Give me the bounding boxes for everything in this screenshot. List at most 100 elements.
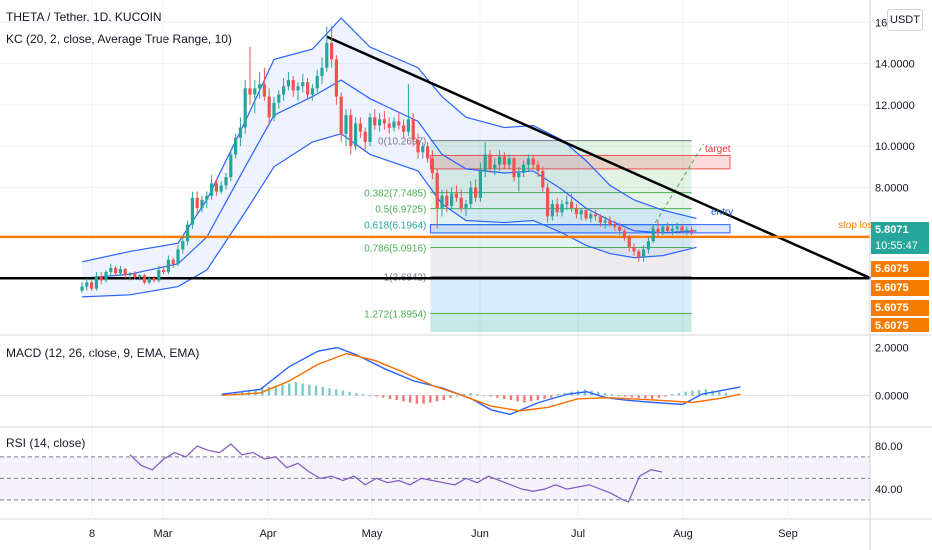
macd-pane[interactable] xyxy=(0,346,870,416)
candle-body xyxy=(171,259,175,264)
macd-histogram-bar xyxy=(684,391,687,396)
macd-histogram-bar xyxy=(563,392,566,396)
candle-body xyxy=(426,146,430,159)
candle-body xyxy=(277,94,281,103)
fib-zone xyxy=(430,140,692,193)
date-tick-label: Mar xyxy=(154,528,173,540)
macd-histogram-bar xyxy=(308,384,311,396)
candle-body xyxy=(459,197,463,209)
candle-body xyxy=(109,267,113,273)
candle-body xyxy=(512,158,516,178)
candle-body xyxy=(166,259,170,273)
candle-body xyxy=(320,67,324,76)
candle-body xyxy=(334,59,338,97)
candle-body xyxy=(358,123,362,132)
macd-histogram-bar xyxy=(624,395,627,397)
rsi-line xyxy=(129,443,663,503)
candle-body xyxy=(147,278,151,283)
candle-body xyxy=(656,228,660,233)
candle-body xyxy=(450,193,454,207)
fib-level-label: 0(10.2697) xyxy=(378,137,426,148)
candle-body xyxy=(262,84,266,97)
keltner-lower-line xyxy=(81,133,697,298)
last-price-label: 5.8071 xyxy=(871,222,929,238)
target-label: target xyxy=(705,144,731,155)
candle-body xyxy=(570,201,574,209)
macd-histogram-bar xyxy=(435,395,439,402)
projection-line xyxy=(651,143,705,230)
candle-body xyxy=(181,241,185,250)
candle-body xyxy=(622,230,626,238)
support-price-label-3: 5.6075 xyxy=(871,318,929,332)
candle-body xyxy=(560,203,564,213)
macd-histogram-bar xyxy=(422,395,425,404)
currency-button[interactable]: USDT xyxy=(887,9,923,31)
candle-body xyxy=(402,125,406,132)
candle-body xyxy=(368,117,372,143)
candle-body xyxy=(176,249,180,264)
candle-body xyxy=(498,156,502,165)
fib-zone xyxy=(430,208,692,225)
candle-body xyxy=(200,199,204,209)
macd-histogram-bar xyxy=(476,394,479,396)
macd-histogram-bar xyxy=(671,394,674,396)
macd-histogram-bar xyxy=(335,389,338,396)
macd-histogram-bar xyxy=(697,390,701,396)
candle-body xyxy=(325,42,329,68)
macd-histogram-bar xyxy=(274,385,277,396)
rsi-pane[interactable] xyxy=(0,443,870,503)
candlesticks[interactable] xyxy=(80,26,694,293)
macd-histogram-bar xyxy=(415,395,419,404)
candle-body xyxy=(219,185,223,192)
candle-body xyxy=(142,275,146,283)
candle-body xyxy=(613,224,617,227)
candle-body xyxy=(330,42,334,60)
candle-body xyxy=(214,183,218,192)
date-tick-label: Jun xyxy=(471,528,489,540)
candle-body xyxy=(488,154,492,169)
candle-body xyxy=(248,88,252,95)
candle-body xyxy=(296,86,300,91)
candle-body xyxy=(445,195,449,207)
candle-body xyxy=(608,220,612,225)
candle-body xyxy=(94,276,98,289)
macd-histogram-bar xyxy=(321,386,324,396)
keltner-middle-line xyxy=(81,79,697,279)
candle-body xyxy=(382,119,386,124)
candle-body xyxy=(210,183,214,196)
candle-body xyxy=(584,210,588,219)
macd-histogram-bar xyxy=(462,394,466,396)
macd-histogram-bar xyxy=(691,390,694,396)
candle-body xyxy=(642,249,646,258)
candle-body xyxy=(114,267,118,274)
fib-level-label: 1.272(1.8954) xyxy=(364,310,426,321)
date-tick-label: Apr xyxy=(259,528,276,540)
candle-body xyxy=(354,123,358,147)
macd-histogram-bar xyxy=(355,392,358,396)
candle-body xyxy=(430,158,434,173)
candle-body xyxy=(238,127,242,138)
candle-body xyxy=(680,226,684,231)
candle-body xyxy=(531,158,535,165)
macd-histogram-bar xyxy=(382,395,385,398)
candle-body xyxy=(118,269,122,274)
candle-body xyxy=(478,170,482,198)
main-legend: THETA / Tether, 1D, KUCOIN xyxy=(6,10,162,24)
price-tick-label: 8.0000 xyxy=(875,182,909,194)
price-tick-label: 10.0000 xyxy=(875,141,915,153)
macd-histogram-bar xyxy=(442,395,445,401)
keltner-fill xyxy=(82,18,697,297)
macd-histogram-bar xyxy=(402,395,405,402)
candle-body xyxy=(363,131,367,143)
date-tick-label: Aug xyxy=(673,528,693,540)
candle-body xyxy=(603,220,607,223)
macd-histogram-bar xyxy=(429,395,432,403)
candle-body xyxy=(675,226,679,229)
candle-body xyxy=(152,278,156,281)
candle-body xyxy=(85,282,89,287)
macd-histogram-bar xyxy=(456,395,459,397)
price-tick-label: 12.0000 xyxy=(875,100,915,112)
candle-body xyxy=(234,137,238,155)
